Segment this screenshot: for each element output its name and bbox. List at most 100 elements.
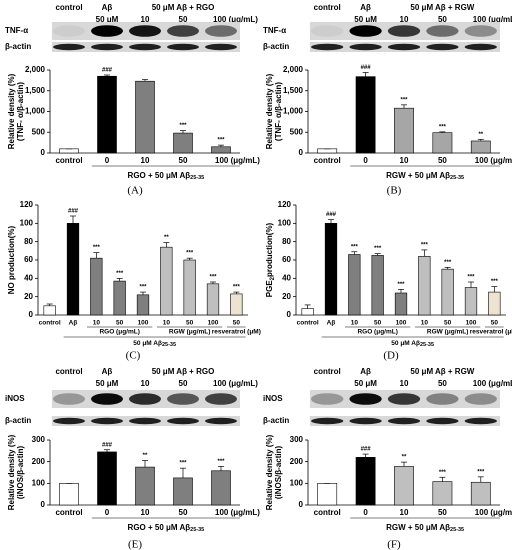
x-axis-label: RGO + 50 μM Aβ25-35 bbox=[128, 523, 205, 533]
significance: *** bbox=[186, 251, 194, 257]
panel-label: (C) bbox=[126, 350, 141, 362]
blot-band bbox=[464, 25, 497, 37]
blot-band bbox=[349, 43, 382, 51]
y-tick-label: 40 bbox=[24, 273, 33, 282]
blot-band bbox=[53, 393, 85, 405]
y-tick-label: 300 bbox=[32, 435, 46, 444]
y-axis-label-part: Relative density (%) bbox=[7, 434, 16, 510]
x-axis-label-part: RGW + 50 μM Aβ bbox=[386, 523, 450, 532]
significance: *** bbox=[444, 260, 452, 266]
y-tick-label: 80 bbox=[24, 237, 33, 246]
blot-subheader: 50 bbox=[179, 15, 188, 24]
blot-band bbox=[349, 25, 382, 37]
bar bbox=[394, 466, 414, 506]
x-tick-label: 100 (μg/mL) bbox=[475, 508, 512, 517]
bar bbox=[113, 280, 126, 316]
significance: ** bbox=[402, 455, 407, 461]
blot-subheader: 10 bbox=[141, 15, 150, 24]
bar bbox=[418, 256, 431, 316]
blot-header: 50 μM Aβ + RGW bbox=[410, 3, 474, 12]
x-tick-label: 50 bbox=[374, 320, 382, 327]
bar bbox=[136, 294, 150, 316]
x-axis-label-sub: 25-35 bbox=[450, 175, 464, 181]
x-tick-label: 0 bbox=[105, 156, 110, 165]
y-axis-label: PGE2production(%) bbox=[265, 222, 275, 297]
blot-band bbox=[91, 417, 123, 425]
bar bbox=[432, 481, 453, 506]
y-tick-label: 300 bbox=[290, 435, 304, 444]
x-tick-label: 50 bbox=[116, 320, 124, 327]
bar bbox=[97, 451, 117, 506]
significance: *** bbox=[139, 285, 147, 291]
blot-band bbox=[205, 417, 237, 425]
x-tick-label: 50 bbox=[438, 508, 447, 517]
group-label: RGW (μg/mL) bbox=[169, 329, 211, 336]
significance: *** bbox=[467, 275, 475, 281]
blot-header: Aβ bbox=[102, 3, 113, 12]
bar bbox=[464, 287, 478, 316]
blot-band bbox=[464, 43, 497, 51]
blot-header: Aβ bbox=[102, 367, 113, 376]
significance: *** bbox=[421, 242, 429, 248]
blot-band bbox=[167, 43, 199, 51]
x-axis-label-part: RGO + 50 μM Aβ bbox=[128, 171, 191, 180]
x-axis-label-sub: 25-35 bbox=[450, 527, 464, 533]
blot-band bbox=[129, 393, 161, 405]
x-tick-label: Aβ bbox=[69, 320, 78, 327]
group-label: RGW (μg/mL) bbox=[427, 329, 469, 336]
y-axis-label-part: production(%) bbox=[265, 222, 274, 277]
panel-label: (B) bbox=[387, 185, 402, 197]
x-tick-label: Aβ bbox=[327, 320, 336, 327]
y-tick-label: 0 bbox=[299, 500, 304, 509]
blot-band bbox=[464, 417, 497, 425]
significance: *** bbox=[209, 275, 217, 281]
x-axis-label: 50 μM Aβ25-35 bbox=[391, 340, 434, 349]
y-tick-label: 60 bbox=[282, 255, 291, 264]
blot-subheader: 50 μM bbox=[96, 15, 119, 24]
x-tick-label: 10 bbox=[141, 508, 150, 517]
panel-label: (E) bbox=[128, 539, 142, 550]
y-axis-label-part: PGE bbox=[265, 280, 274, 298]
blot-subheader: 50 bbox=[179, 379, 188, 388]
y-tick-label: 200 bbox=[32, 457, 46, 466]
y-axis-label-part: (TNF- α/β-actin) bbox=[16, 82, 25, 141]
blot-band bbox=[53, 417, 85, 425]
significance: *** bbox=[233, 285, 241, 291]
group-label: RGO (μg/mL) bbox=[99, 329, 139, 336]
bar bbox=[394, 107, 414, 154]
blot-row-label: β-actin bbox=[5, 416, 31, 425]
blot-band bbox=[311, 417, 344, 425]
y-axis-label: Relative density (%) bbox=[265, 434, 274, 510]
bar bbox=[470, 140, 491, 154]
blot-subheader: 50 μM bbox=[354, 15, 377, 24]
blot-subheader: 50 μM bbox=[96, 379, 119, 388]
bar bbox=[173, 477, 193, 506]
y-tick-label: 200 bbox=[290, 457, 304, 466]
y-axis-label: (TNF- α/β-actin) bbox=[274, 82, 283, 141]
y-axis-label-part: (iNOS/β-actin) bbox=[274, 446, 283, 500]
y-tick-label: 0 bbox=[41, 500, 46, 509]
y-tick-label: 500 bbox=[290, 127, 304, 136]
x-tick-label: control bbox=[55, 508, 82, 517]
panel-label: (F) bbox=[387, 539, 401, 550]
significance: *** bbox=[116, 271, 124, 277]
bar bbox=[43, 305, 56, 316]
y-tick-label: 1,500 bbox=[283, 86, 304, 95]
blot-subheader: 50 bbox=[438, 379, 447, 388]
blot-header: control bbox=[55, 3, 82, 12]
x-axis-label-part: 50 μM Aβ bbox=[133, 340, 162, 347]
blot-band bbox=[205, 25, 237, 37]
x-tick-label: control bbox=[39, 320, 61, 327]
blot-band bbox=[426, 25, 459, 37]
x-tick-label: 10 bbox=[141, 156, 150, 165]
blot-band bbox=[205, 393, 237, 405]
blot-row-label: iNOS bbox=[5, 394, 25, 403]
blot-band bbox=[91, 393, 123, 405]
x-axis-label-sub: 25-35 bbox=[190, 175, 204, 181]
blot-band bbox=[311, 25, 344, 37]
x-tick-label: 10 bbox=[93, 320, 101, 327]
blot-subheader: 100 (μg/mL) bbox=[213, 15, 258, 24]
significance: *** bbox=[179, 461, 187, 467]
bar bbox=[317, 483, 338, 506]
y-axis-label-part: (TNF- α/β-actin) bbox=[274, 82, 283, 141]
